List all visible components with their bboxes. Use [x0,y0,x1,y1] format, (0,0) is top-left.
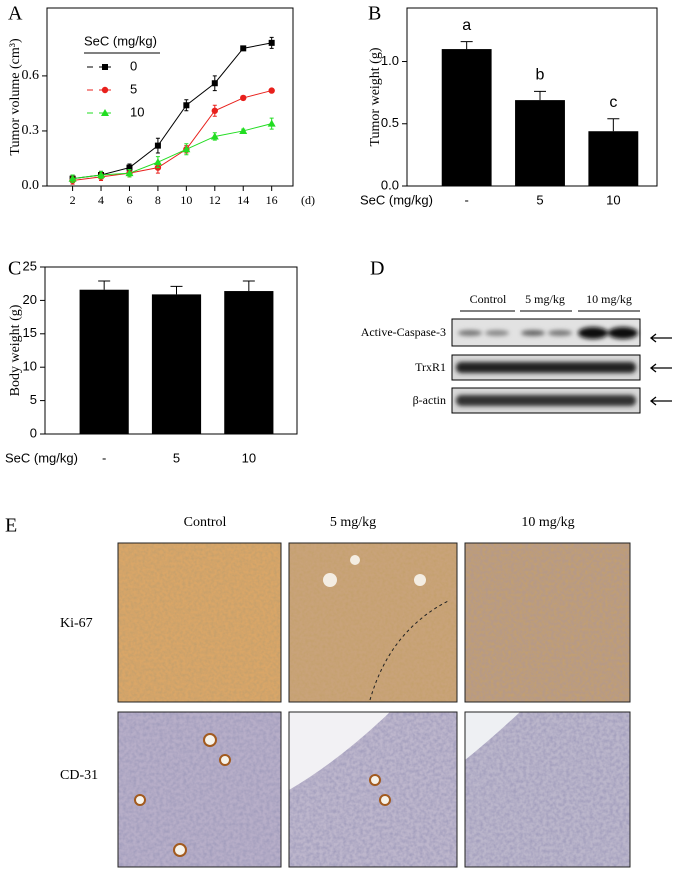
x-axis-label: (d) [301,193,315,207]
x-tick-label: 10 [242,450,256,465]
x-axis-label: SeC (mg/kg) [5,450,78,465]
bar [441,49,492,187]
marker [240,45,247,52]
x-tick-label: - [464,192,468,207]
panel-letter: D [370,258,384,280]
marker [126,164,133,171]
legend-label: 5 [130,81,137,96]
lane-label: Control [470,292,507,306]
error-bar [534,90,546,101]
legend-label: 10 [130,104,144,119]
bar [588,131,639,186]
error-bar [98,280,111,290]
marker [268,39,275,46]
y-tick-label: 0 [30,425,37,440]
annotation: a [462,17,471,34]
bar [515,100,565,186]
marker [97,170,106,178]
legend-marker [102,64,108,70]
row-label: Ki-67 [60,616,93,631]
legend-marker [101,86,109,94]
cd31-images [117,711,631,868]
legend-marker [101,109,109,116]
y-axis-label: Tumor weight (g) [368,47,383,146]
marker [182,145,191,153]
x-tick-label: 12 [209,193,221,207]
y-tick-label: 0.3 [22,123,40,138]
error-bar [607,118,620,132]
plot-frame [46,7,294,187]
y-tick-label: 0.0 [22,178,40,193]
series-line [72,90,272,181]
series-line [72,123,272,180]
error-bar [242,280,255,292]
x-axis-label: SeC (mg/kg) [360,192,433,207]
y-axis-label: Body weight (g) [8,304,23,396]
x-tick-label: - [102,450,106,465]
y-tick-label: 20 [23,292,37,307]
row-label: β-actin [413,393,446,407]
bar [224,291,274,434]
x-tick-label: 2 [70,193,76,207]
blot-bands [456,327,638,406]
lane-label: 5 mg/kg [525,292,565,306]
ki67-images [117,542,631,703]
marker [267,119,276,127]
marker [153,158,162,166]
bar [151,294,202,434]
y-tick-label: 15 [23,325,37,340]
panel-letter: C [8,258,21,280]
panel-letter: B [368,3,381,25]
x-tick-label: 10 [606,192,620,207]
marker [240,94,247,102]
x-tick-label: 10 [180,193,192,207]
western-blot: Control 5 mg/kg 10 mg/kg Active-Caspase-… [361,292,672,414]
y-tick-label: 0.6 [22,68,40,83]
column-label: Control [184,515,227,530]
x-tick-label: 4 [98,193,104,207]
histology: Control 5 mg/kg 10 mg/kg Ki-67 CD-31 [60,515,631,868]
panel-letter: A [8,3,23,25]
x-tick-label: 6 [126,193,132,207]
series-line [72,42,272,180]
annotation: b [536,67,545,84]
row-label: TrxR1 [415,360,446,374]
x-tick-label: 14 [237,193,249,207]
marker [125,169,134,177]
arrows [649,333,672,406]
marker [211,107,218,114]
row-label: Active-Caspase-3 [361,325,446,339]
marker [154,142,161,149]
legend-title: SeC (mg/kg) [84,33,157,48]
y-tick-label: 10 [23,359,37,374]
bar [79,289,129,434]
annotation: c [609,94,617,111]
marker [183,102,190,109]
y-tick-label: 1.0 [381,53,399,68]
y-tick-label: 0.5 [381,115,399,130]
y-tick-label: 5 [30,392,37,407]
lane-label: 10 mg/kg [586,292,632,306]
error-bar [170,285,183,295]
y-tick-label: 0.0 [381,177,399,192]
legend-label: 0 [130,58,137,73]
column-label: 10 mg/kg [521,515,574,530]
x-tick-label: 16 [266,193,278,207]
y-axis-label: Tumor volume (cm³) [8,38,23,156]
panel-letter: E [5,515,17,537]
error-bar [460,41,473,50]
marker [268,87,275,94]
marker [210,132,219,140]
x-tick-label: 5 [173,450,180,465]
column-label: 5 mg/kg [330,515,376,530]
marker [211,80,218,87]
y-tick-label: 25 [23,258,37,273]
row-label: CD-31 [60,768,98,783]
x-tick-label: 5 [536,192,543,207]
marker [68,174,77,182]
x-tick-label: 8 [155,193,161,207]
marker [239,126,248,134]
